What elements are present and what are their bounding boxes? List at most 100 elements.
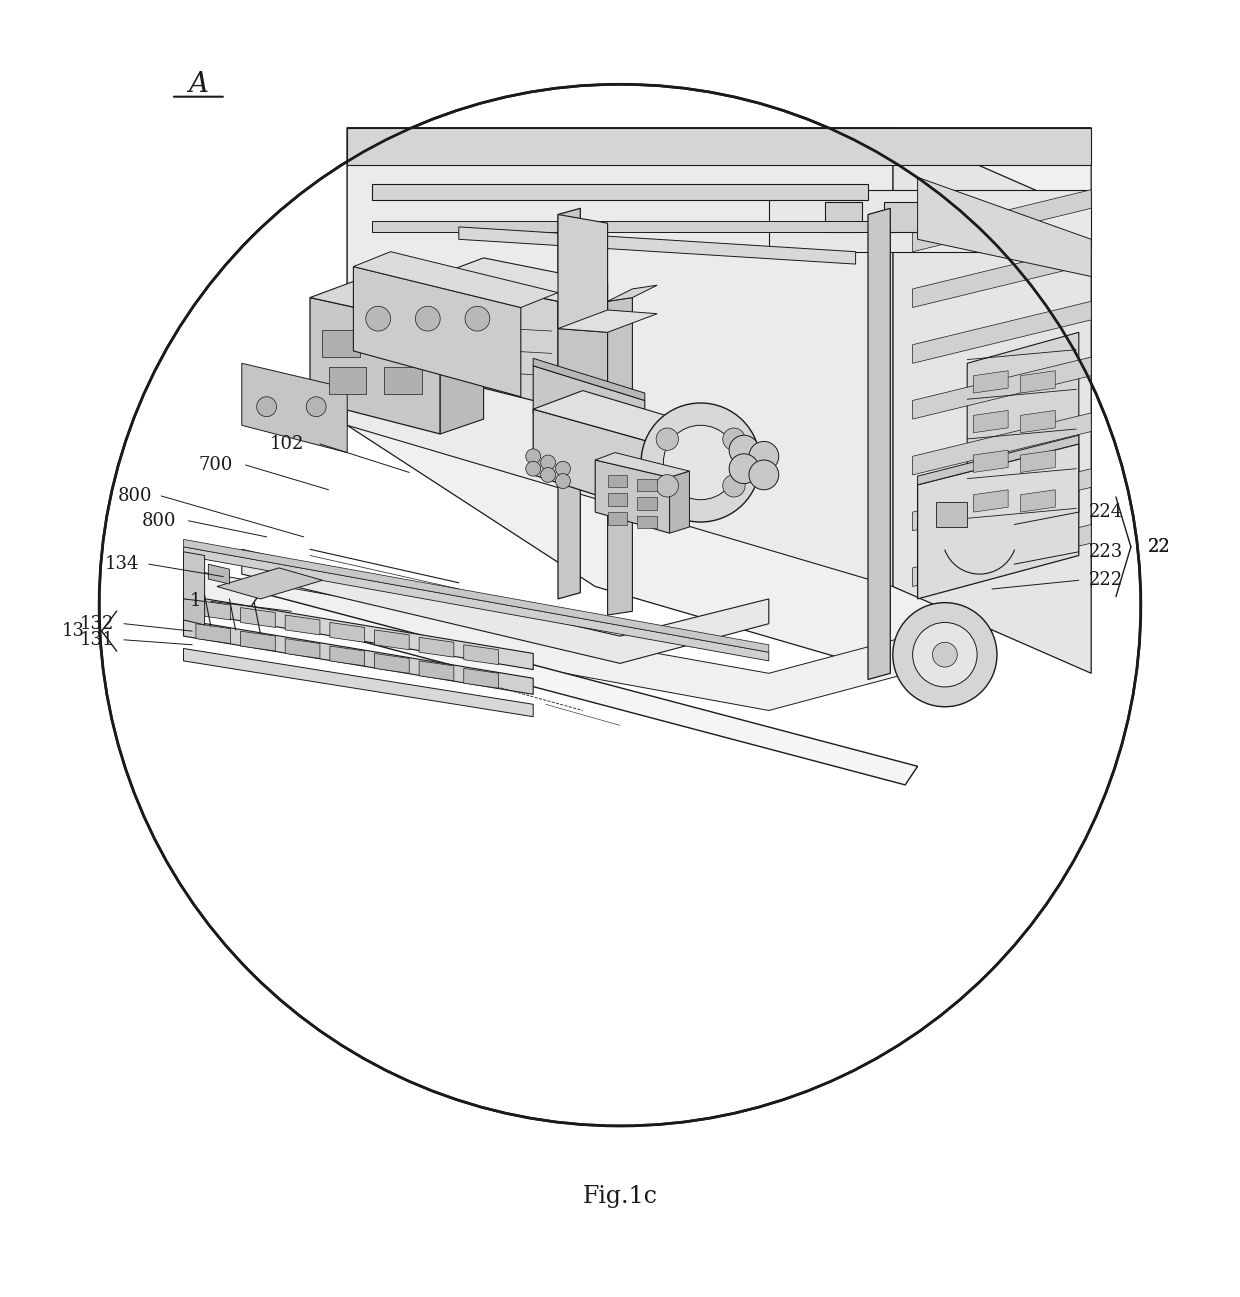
Text: 13: 13 xyxy=(61,623,84,641)
Bar xyxy=(637,497,657,510)
Bar xyxy=(329,367,366,394)
Polygon shape xyxy=(242,363,347,453)
Circle shape xyxy=(257,397,277,416)
Circle shape xyxy=(541,467,556,482)
Polygon shape xyxy=(608,285,657,301)
Text: 224: 224 xyxy=(1089,503,1123,521)
Polygon shape xyxy=(242,550,769,663)
Circle shape xyxy=(656,428,678,450)
Polygon shape xyxy=(918,436,1079,485)
Polygon shape xyxy=(1021,410,1055,433)
Circle shape xyxy=(723,475,745,497)
Polygon shape xyxy=(1021,450,1055,472)
Circle shape xyxy=(556,462,570,476)
Text: 800: 800 xyxy=(141,512,176,529)
Circle shape xyxy=(932,642,957,667)
Bar xyxy=(936,502,967,527)
Polygon shape xyxy=(184,551,205,604)
Polygon shape xyxy=(973,410,1008,433)
Polygon shape xyxy=(595,460,670,533)
Text: 1: 1 xyxy=(190,593,201,611)
Polygon shape xyxy=(217,568,322,599)
Bar xyxy=(378,329,415,357)
Circle shape xyxy=(556,473,570,489)
Bar xyxy=(884,202,921,232)
Polygon shape xyxy=(464,668,498,689)
Polygon shape xyxy=(419,637,454,658)
Circle shape xyxy=(723,428,745,450)
Polygon shape xyxy=(973,450,1008,472)
Polygon shape xyxy=(918,444,1079,599)
Polygon shape xyxy=(913,189,1091,252)
Circle shape xyxy=(663,425,738,499)
Polygon shape xyxy=(533,366,645,450)
Polygon shape xyxy=(374,654,409,673)
Polygon shape xyxy=(248,593,918,785)
Polygon shape xyxy=(419,661,454,681)
Text: 700: 700 xyxy=(198,457,233,473)
Polygon shape xyxy=(184,648,533,717)
Text: 22: 22 xyxy=(1148,538,1171,556)
Polygon shape xyxy=(330,646,365,665)
Polygon shape xyxy=(558,214,608,332)
Polygon shape xyxy=(595,453,689,477)
Polygon shape xyxy=(533,390,707,444)
Polygon shape xyxy=(208,564,229,584)
Text: 222: 222 xyxy=(1089,571,1123,589)
Text: 22: 22 xyxy=(1148,538,1171,556)
Text: 223: 223 xyxy=(1089,542,1123,560)
Circle shape xyxy=(729,436,759,466)
Circle shape xyxy=(415,306,440,331)
Bar xyxy=(637,516,657,528)
Polygon shape xyxy=(913,524,1091,586)
Text: 131: 131 xyxy=(79,630,114,648)
Polygon shape xyxy=(913,245,1091,307)
Circle shape xyxy=(641,403,760,521)
Circle shape xyxy=(465,306,490,331)
Circle shape xyxy=(366,306,391,331)
Polygon shape xyxy=(670,471,689,533)
Polygon shape xyxy=(372,183,868,200)
Polygon shape xyxy=(464,645,498,664)
Circle shape xyxy=(749,441,779,471)
Polygon shape xyxy=(285,638,320,659)
Polygon shape xyxy=(434,276,558,407)
Bar xyxy=(608,475,627,488)
Text: A: A xyxy=(188,71,208,97)
Polygon shape xyxy=(533,409,657,515)
Polygon shape xyxy=(918,178,1091,276)
Polygon shape xyxy=(196,601,231,620)
Polygon shape xyxy=(1021,490,1055,512)
Polygon shape xyxy=(184,599,205,625)
Polygon shape xyxy=(459,227,856,265)
Polygon shape xyxy=(347,127,1091,165)
Bar xyxy=(384,367,422,394)
Polygon shape xyxy=(1021,371,1055,393)
Circle shape xyxy=(306,397,326,416)
Circle shape xyxy=(526,449,541,464)
Circle shape xyxy=(749,460,779,490)
Polygon shape xyxy=(533,358,645,401)
Bar xyxy=(825,202,862,232)
Polygon shape xyxy=(913,468,1091,530)
Bar xyxy=(944,202,981,232)
Polygon shape xyxy=(241,632,275,651)
Text: 102: 102 xyxy=(269,434,304,453)
Circle shape xyxy=(526,462,541,476)
Polygon shape xyxy=(241,607,275,628)
Polygon shape xyxy=(184,620,533,694)
Polygon shape xyxy=(967,332,1079,543)
Polygon shape xyxy=(310,281,484,326)
Circle shape xyxy=(893,603,997,707)
Text: 134: 134 xyxy=(104,555,139,573)
Bar xyxy=(322,329,360,357)
Polygon shape xyxy=(353,267,521,397)
Bar xyxy=(608,512,627,524)
Circle shape xyxy=(729,454,759,484)
Circle shape xyxy=(99,84,1141,1126)
Polygon shape xyxy=(184,547,769,661)
Polygon shape xyxy=(973,490,1008,512)
Polygon shape xyxy=(769,189,1091,252)
Polygon shape xyxy=(196,624,231,643)
Polygon shape xyxy=(440,310,484,434)
